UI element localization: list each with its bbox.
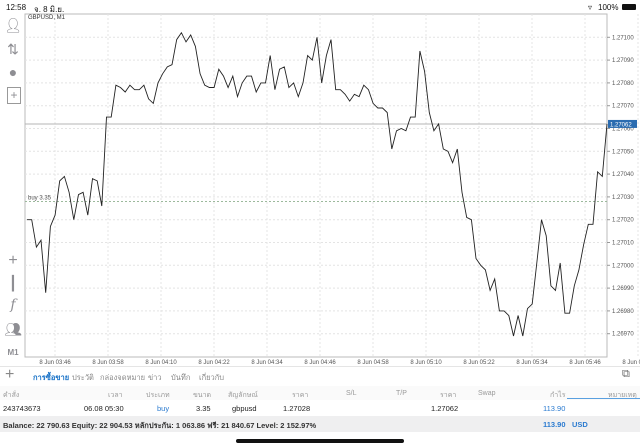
chat-icon[interactable]: ● [8, 64, 18, 80]
y-tick-label: 1.27070 [612, 104, 634, 110]
chart-title: GBPUSD, M1 [28, 15, 66, 21]
divider [0, 366, 640, 367]
home-indicator[interactable] [236, 439, 404, 443]
y-tick-label: 1.27080 [612, 81, 634, 87]
order-current-price: 1.27062 [431, 404, 459, 413]
y-tick-label: 1.26970 [612, 332, 634, 338]
table-header [0, 386, 640, 400]
y-tick-label: 1.27000 [612, 263, 634, 269]
tab-trade[interactable]: การซื้อขาย [33, 373, 70, 382]
header-symbol[interactable]: สัญลักษณ์ [228, 392, 258, 399]
header-current-price[interactable]: ราคา [440, 392, 457, 399]
tab-journal[interactable]: บันทึก [171, 373, 191, 382]
x-tick-label: 8 Jun 03:46 [39, 360, 71, 366]
new-document-icon[interactable]: + [7, 87, 21, 104]
header-tp[interactable]: T/P [396, 390, 407, 397]
status-date: จ. 8 มิ.ย. [34, 5, 65, 14]
order-volume: 3.35 [196, 404, 211, 413]
x-tick-label: 8 Jun 05:46 [569, 360, 601, 366]
y-tick-label: 1.27020 [612, 218, 634, 224]
candlestick-icon[interactable]: ┃ [8, 275, 18, 291]
x-tick-label: 8 Jun 04:34 [251, 360, 283, 366]
current-price-box [608, 119, 637, 128]
status-time: 12:58 [6, 3, 27, 12]
x-tick-label: 8 Jun 05:22 [463, 360, 495, 366]
tab-history[interactable]: ประวัติ [72, 373, 94, 382]
wifi-icon: ▿ [588, 3, 593, 12]
y-tick-label: 1.27010 [612, 241, 634, 247]
x-tick-label: 8 Jun 05:34 [516, 360, 548, 366]
header-type[interactable]: ประเภท [146, 392, 170, 399]
order-symbol: gbpusd [232, 404, 257, 413]
account-summary: Balance: 22 790.63 Equity: 22 904.53 หลั… [3, 421, 317, 430]
x-tick-label: 8 Jun 03:58 [92, 360, 124, 366]
header-sl[interactable]: S/L [346, 390, 357, 397]
crosshair-icon[interactable]: + [8, 252, 18, 269]
header-time[interactable]: เวลา [108, 392, 123, 399]
y-tick-label: 1.26990 [612, 286, 634, 292]
tab-mailbox[interactable]: กล่องจดหมาย [100, 373, 146, 382]
x-tick-label: 8 Jun 04:58 [357, 360, 389, 366]
person-icon[interactable]: 👤︎ [4, 17, 22, 33]
order-time: 06.08 05:30 [84, 404, 124, 413]
header-order[interactable]: คำสั่ง [3, 392, 20, 399]
order-line-label: buy 3.35 [28, 195, 52, 201]
people-icon[interactable]: 👥︎ [4, 321, 22, 337]
header-open-price[interactable]: ราคา [292, 392, 309, 399]
currency: USD [572, 420, 588, 429]
x-tick-label: 8 Jun 04:46 [304, 360, 336, 366]
battery-icon [622, 4, 636, 10]
order-profit: 113.90 [543, 404, 566, 413]
order-type: buy [157, 404, 170, 413]
price-chart[interactable]: 1.271001.270901.270801.270701.270601.270… [0, 0, 640, 368]
sort-indicator [567, 398, 640, 399]
add-icon[interactable]: + [5, 366, 15, 383]
tab-news[interactable]: ข่าว [148, 373, 162, 382]
timeframe-button[interactable]: M1 [7, 348, 19, 357]
order-id[interactable]: 243743673 [3, 404, 41, 413]
order-open-price: 1.27028 [283, 404, 311, 413]
x-tick-label: 8 Jun 05:10 [410, 360, 442, 366]
x-tick-label: 8 Jun 04:10 [145, 360, 177, 366]
price-line [27, 31, 608, 337]
function-icon[interactable]: f [10, 297, 16, 313]
plot-area [24, 13, 608, 358]
tab-about[interactable]: เกี่ยวกับ [199, 373, 225, 382]
header-volume[interactable]: ขนาด [193, 392, 212, 399]
total-profit: 113.90 [543, 420, 566, 429]
header-profit[interactable]: กำไร [550, 392, 566, 399]
current-price-label: 1.27062 [610, 122, 632, 128]
x-tick-label: 8 Jun 05:58 [622, 360, 640, 366]
y-tick-label: 1.27090 [612, 58, 634, 64]
header-comment[interactable]: หมายเหตุ [608, 392, 637, 399]
y-tick-label: 1.27030 [612, 195, 634, 201]
y-tick-label: 1.27100 [612, 35, 634, 41]
header-swap[interactable]: Swap [478, 390, 496, 397]
x-tick-label: 8 Jun 04:22 [198, 360, 230, 366]
summary-bar [0, 416, 640, 432]
y-tick-label: 1.26980 [612, 309, 634, 315]
layout-icon[interactable]: ⧉ [622, 368, 630, 380]
y-tick-label: 1.27040 [612, 172, 634, 178]
y-tick-label: 1.27060 [612, 127, 634, 133]
trade-arrows-icon[interactable]: ⇅ [7, 41, 19, 57]
y-tick-label: 1.27050 [612, 149, 634, 155]
battery-percent: 100% [598, 3, 619, 12]
